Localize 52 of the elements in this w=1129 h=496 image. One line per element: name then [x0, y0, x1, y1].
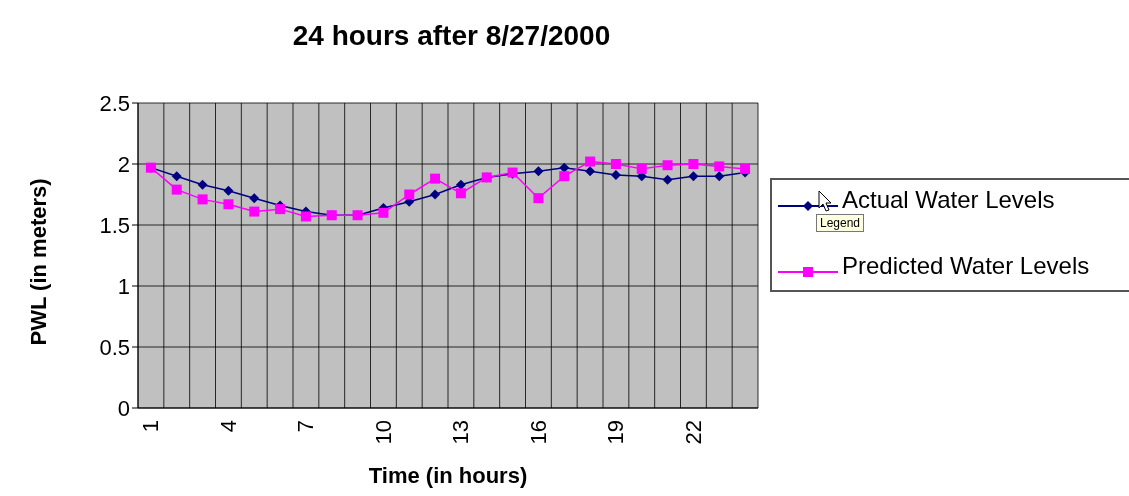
x-tick-label: 7 — [293, 420, 319, 433]
point — [171, 184, 182, 195]
point — [662, 174, 673, 185]
y-tick-label: 1.5 — [99, 212, 130, 238]
y-tick-label: 1 — [117, 273, 130, 299]
point — [688, 159, 699, 169]
y-tick-label: 0 — [117, 395, 130, 421]
point — [171, 171, 182, 182]
point — [455, 179, 466, 190]
point — [740, 163, 751, 174]
point — [223, 199, 234, 210]
point — [585, 156, 596, 167]
point — [430, 189, 441, 200]
point — [559, 162, 570, 173]
x-tick-label: 13 — [448, 420, 474, 445]
point — [197, 179, 208, 190]
point — [300, 211, 311, 222]
point — [378, 207, 389, 218]
x-tick-label: 19 — [603, 420, 629, 445]
point — [559, 171, 570, 182]
point — [662, 160, 673, 171]
point — [533, 166, 544, 177]
y-axis-title: PWL (in meters) — [25, 178, 51, 346]
point — [275, 204, 286, 215]
x-tick-label: 4 — [215, 420, 241, 433]
point — [610, 159, 621, 169]
y-tick-label: 0.5 — [99, 334, 130, 360]
point — [714, 161, 725, 172]
point — [714, 171, 725, 182]
y-tick-label: 2.5 — [99, 90, 130, 116]
point — [249, 206, 260, 217]
x-tick-label: 22 — [680, 420, 706, 445]
point — [404, 189, 415, 200]
x-axis-title: Time (in hours) — [368, 463, 528, 488]
text: Legend — [816, 214, 865, 232]
point — [688, 171, 699, 182]
point — [430, 173, 441, 184]
legend-label: Actual Water Levels — [842, 185, 1055, 215]
chart-title: 24 hours after 8/27/2000 — [291, 20, 612, 52]
x-tick-label: 10 — [370, 420, 396, 445]
point — [636, 163, 647, 174]
x-tick-label: 16 — [525, 420, 551, 445]
y-tick-label: 2 — [117, 151, 130, 177]
point — [197, 194, 208, 205]
point — [249, 193, 260, 204]
x-tick-label: 1 — [138, 420, 164, 433]
point — [533, 193, 544, 204]
point — [223, 185, 234, 196]
point — [610, 169, 621, 180]
point — [455, 188, 466, 199]
legend-label: Predicted Water Levels — [842, 251, 1090, 281]
point — [585, 166, 596, 177]
